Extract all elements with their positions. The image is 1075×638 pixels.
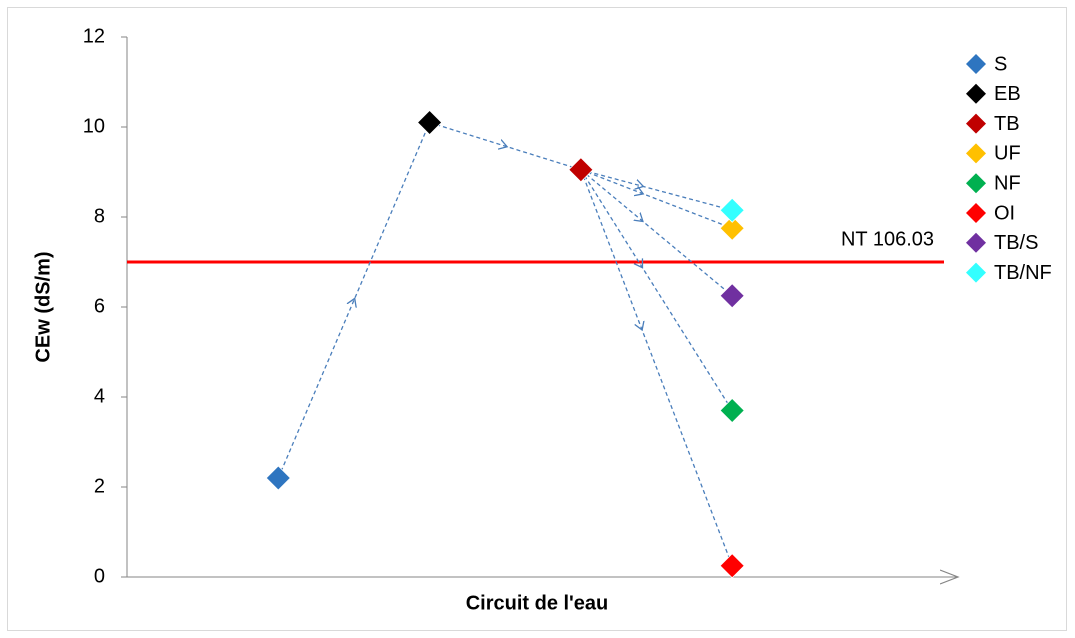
legend-label: S xyxy=(994,53,1007,75)
x-axis-title: Circuit de l'eau xyxy=(466,592,609,614)
legend-label: TB/NF xyxy=(994,262,1052,284)
legend-label: TB/S xyxy=(994,232,1038,254)
legend-marker xyxy=(966,232,986,253)
flow-arrow xyxy=(580,169,733,211)
data-point xyxy=(719,197,745,223)
y-tick-label: 0 xyxy=(94,565,105,587)
flow-arrow xyxy=(277,122,431,479)
data-point xyxy=(719,397,745,424)
data-point xyxy=(265,465,291,491)
legend-marker xyxy=(966,143,986,164)
legend-label: EB xyxy=(994,83,1021,105)
y-tick-label: 2 xyxy=(94,475,105,497)
data-point xyxy=(568,157,594,183)
flow-arrow xyxy=(580,169,733,566)
legend-marker xyxy=(966,262,986,283)
frame xyxy=(7,7,1067,631)
flow-arrow xyxy=(429,121,582,171)
data-point xyxy=(417,109,443,136)
data-point xyxy=(719,283,745,309)
y-axis-title: CEw (dS/m) xyxy=(32,251,54,362)
flow-arrow xyxy=(580,169,733,411)
legend-label: UF xyxy=(994,143,1021,165)
y-tick-label: 4 xyxy=(94,385,105,407)
legend-label: OI xyxy=(994,202,1015,224)
legend-label: NF xyxy=(994,172,1021,194)
flow-arrow xyxy=(580,169,733,229)
legend-marker xyxy=(966,54,986,74)
legend-marker xyxy=(966,113,986,134)
y-tick-label: 6 xyxy=(94,295,105,317)
legend-marker xyxy=(966,203,986,223)
legend-label: TB xyxy=(994,113,1020,135)
legend-marker xyxy=(966,173,986,194)
flow-arrow xyxy=(580,169,733,297)
data-point xyxy=(719,553,745,579)
y-tick-label: 8 xyxy=(94,205,105,227)
legend-marker xyxy=(966,83,986,104)
y-tick-label: 10 xyxy=(83,115,105,137)
data-point xyxy=(719,215,745,241)
reference-label: NT 106.03 xyxy=(841,228,934,250)
y-tick-label: 12 xyxy=(83,25,105,47)
